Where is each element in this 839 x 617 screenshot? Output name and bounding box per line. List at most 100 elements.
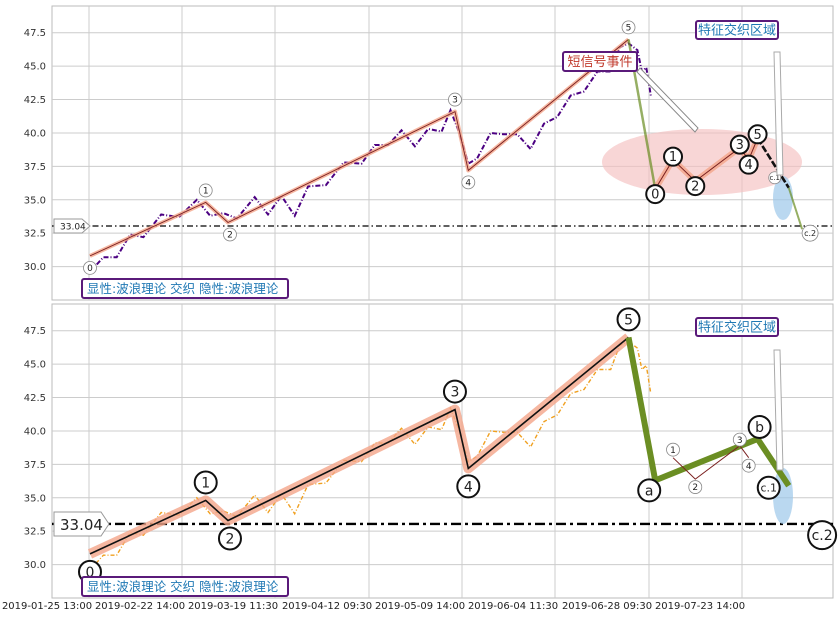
zone-arrow [773,51,784,176]
x-tick-label: 2019-03-19 11:30 [188,601,278,612]
zone-label: 特征交织区域 [698,320,776,336]
y-tick-label: 37.5 [24,460,46,471]
x-tick-label: 2019-04-12 09:30 [282,601,372,612]
y-tick-label: 40.0 [24,426,46,437]
legend-label: 显性:波浪理论 交织 隐性:波浪理论 [87,281,279,296]
correction-point-b-label: b [755,420,764,436]
y-tick-label: 45.0 [24,62,46,73]
wave-point-2-circle [223,227,237,242]
minor-point-3-label: 3 [737,436,743,446]
minor-point-2-circle [688,480,703,494]
y-tick-label: 47.5 [24,28,46,39]
wave-line [89,39,629,257]
wave-point-3-label: 3 [452,96,458,106]
wave-point-2-label: 2 [226,531,235,547]
minor-point-2-label: 2 [692,483,698,493]
zone-label-box [695,20,779,40]
y-tick-label: 37.5 [24,162,46,173]
x-tick-label: 2019-05-09 14:00 [375,601,465,612]
legend-label: 显性:波浪理论 交织 隐性:波浪理论 [87,579,279,594]
wave-point-5-label: 5 [624,312,633,328]
minor-point-0-circle [645,184,666,205]
y-tick-label: 35.0 [24,493,46,504]
y-tick-label: 42.5 [24,393,46,404]
wave-point-3-circle [442,379,467,404]
wave-point-4-circle [461,175,476,190]
wave-point-1-label: 1 [201,475,210,491]
correction-point-c2-label: c.2 [804,229,816,238]
y-tick-label: 47.5 [24,326,46,337]
zone-label: 特征交织区域 [698,23,776,39]
wave-point-0-label: 0 [86,565,95,581]
correction-point-b-circle [747,414,772,439]
minor-point-1-label: 1 [670,446,676,456]
wave-point-1-label: 1 [203,187,209,197]
minor-point-2-label: 2 [691,180,699,195]
minor-point-1-label: 1 [669,150,677,165]
correction-point-c1-circle [756,475,781,500]
minor-point-5-circle [747,124,768,145]
y-tick-label: 45.0 [24,360,46,371]
wave-point-1-circle [198,183,213,198]
minor-point-3-circle [732,432,747,447]
x-tick-label: 2019-07-23 14:00 [655,601,745,612]
y-tick-label: 30.0 [24,262,46,273]
plot-area [51,303,834,599]
y-tick-label: 42.5 [24,95,46,106]
x-tick-label: 2019-02-22 14:00 [95,601,185,612]
wave-point-5-circle [616,307,641,332]
minor-point-4-circle [741,458,756,473]
x-axis: 2019-01-25 13:00 2019-02-22 14:00 2019-03-… [2,601,745,612]
minor-point-1-circle [663,146,684,167]
minor-point-4-label: 4 [745,158,753,173]
x-tick-label: 2019-01-25 13:00 [2,601,92,612]
correction-point-a-label: a [645,483,654,499]
minor-wave-line [672,444,750,480]
minor-point-2-circle [685,176,706,197]
legend-box [81,278,289,299]
correction-point-c2-label: c.2 [812,528,833,544]
reference-arrow [53,218,91,234]
reference-arrow [53,511,110,537]
zone-arrow [773,349,784,471]
callout-arrow [636,67,699,133]
y-tick-label: 32.5 [24,527,46,538]
y-tick-label: 32.5 [24,229,46,240]
y-tick-label: 35.0 [24,195,46,206]
correction-line [756,137,790,189]
wave-point-2-label: 2 [227,231,233,241]
reference-label: 33.04 [60,222,86,232]
zone-label-box [695,317,779,337]
minor-point-3-label: 3 [736,138,744,153]
wave-point-4-label: 4 [465,179,471,189]
correction-point-c2-circle [801,224,819,242]
reference-label: 33.04 [60,516,103,534]
correction-point-a-circle [637,478,662,503]
wave-point-0-circle [83,260,97,275]
x-tick-label: 2019-06-04 11:30 [468,601,558,612]
correction-point-c2-circle [807,520,838,551]
correction-line-5a [625,336,659,481]
wave-line [89,336,630,555]
minor-point-5-label: 5 [753,128,761,143]
correction-line-c2 [787,187,804,230]
top-panel: 30.032.535.037.540.042.545.047.533.04012… [24,5,834,301]
wave-point-3-label: 3 [450,384,459,400]
callout-box [562,51,638,72]
y-tick-label: 30.0 [24,560,46,571]
wave-point-4-circle [456,474,481,499]
wave-point-5-circle [621,20,636,35]
minor-point-3-circle [729,134,750,155]
bottom-panel: 30.0 32.5 35.0 37.5 40.0 42.5 45.0 47.5 33.04 0 1 2… [24,303,838,599]
correction-point-c1-label: c.1 [769,174,780,182]
wave-point-0-label: 0 [87,264,93,274]
legend-box [81,576,289,597]
correction-line-bc [755,437,792,488]
minor-point-4-circle [738,154,759,175]
correction-point-c1-label: c.1 [760,482,777,495]
wave-point-2-circle [217,526,242,551]
minor-point-4-label: 4 [746,462,752,472]
y-tick-label: 40.0 [24,128,46,139]
wave-point-5-label: 5 [626,24,632,34]
